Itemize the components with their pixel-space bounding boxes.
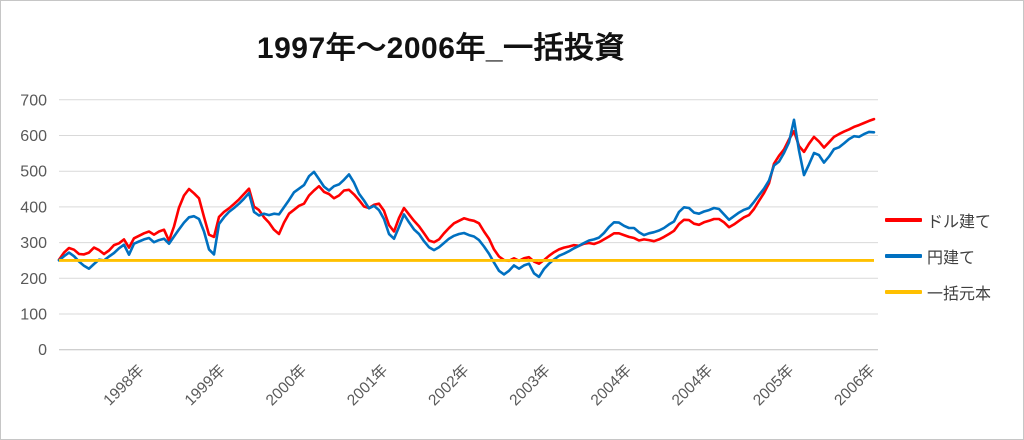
- principal-line-swatch-icon: [885, 289, 922, 294]
- y-axis-label: 200: [20, 271, 47, 288]
- x-axis-label: 2004年: [668, 361, 716, 409]
- x-axis-label: 1999年: [181, 361, 229, 409]
- y-axis-label: 500: [20, 164, 47, 181]
- series-line-yen: [57, 118, 876, 279]
- y-axis-label: 300: [20, 235, 47, 252]
- x-axis-label: 2001年: [343, 361, 391, 409]
- x-axis-label: 2002年: [425, 361, 473, 409]
- legend: ドル建て 円建て 一括元本: [885, 206, 991, 305]
- y-axis-label: 100: [20, 307, 47, 324]
- legend-item-yen: 円建て: [885, 242, 991, 269]
- y-axis-label: 0: [38, 342, 47, 359]
- y-axis-label: 400: [20, 199, 47, 216]
- x-axis-label: 2003年: [506, 361, 554, 409]
- y-axis-label: 600: [20, 128, 47, 145]
- legend-label-yen: 円建て: [927, 249, 976, 267]
- x-axis-label: 1998年: [100, 361, 148, 409]
- legend-item-principal: 一括元本: [885, 278, 991, 305]
- legend-label-dollar: ドル建て: [927, 213, 992, 231]
- y-axis-label: 700: [20, 92, 47, 109]
- legend-label-principal: 一括元本: [927, 285, 992, 303]
- x-axis-label: 2005年: [749, 361, 797, 409]
- x-axis-label: 2000年: [262, 361, 310, 409]
- yen-line-swatch-icon: [885, 253, 922, 258]
- x-axis-label: 2006年: [831, 361, 879, 409]
- series-line-dollar: [57, 117, 876, 266]
- legend-item-dollar: ドル建て: [885, 206, 991, 233]
- x-axis-label: 2004年: [587, 361, 635, 409]
- dollar-line-swatch-icon: [885, 217, 922, 222]
- chart-title: 1997年〜2006年_一括投資: [256, 32, 626, 65]
